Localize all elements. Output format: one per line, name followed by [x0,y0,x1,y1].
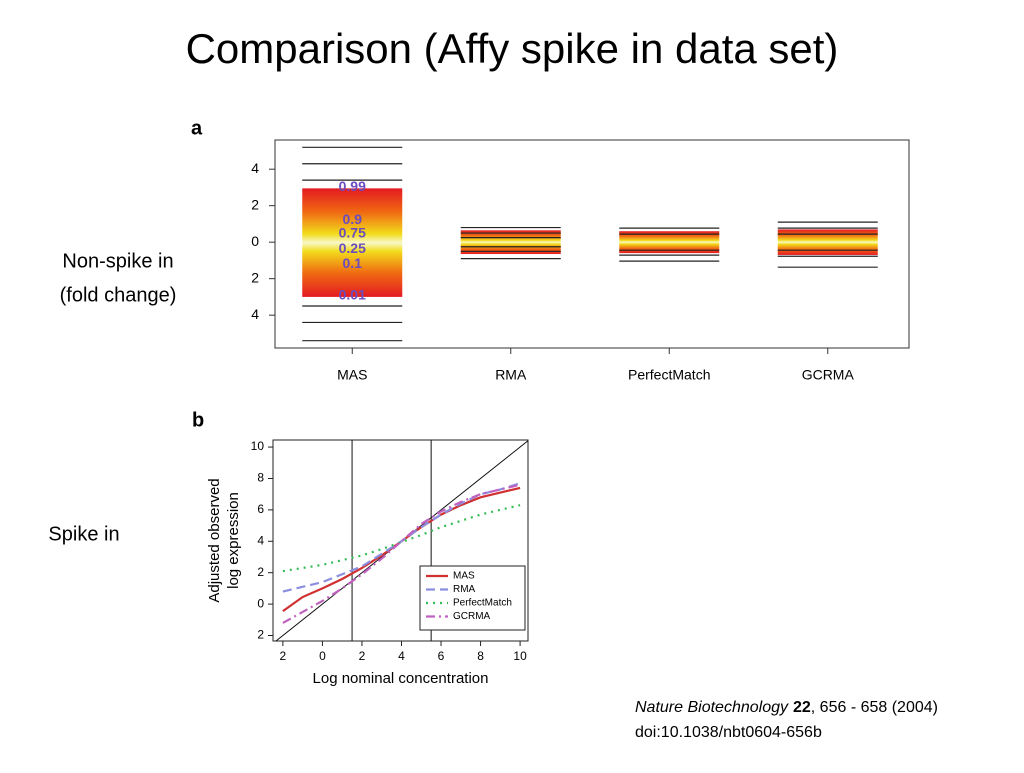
y-tick-label: 0 [251,233,259,249]
y-tick-label: 2 [251,196,259,212]
x-tick-label: 0 [319,649,326,663]
x-tick-label: 2 [280,649,287,663]
row-label: (fold change) [60,284,177,306]
journal: Nature Biotechnology [635,699,789,716]
panel-letter: b [192,409,204,431]
y-tick-label: 2 [251,269,259,285]
x-tick-label: 6 [438,649,445,663]
quantile-label: 0.01 [339,287,366,303]
citation: Nature Biotechnology 22, 656 - 658 (2004) [635,699,938,716]
x-tick-label: RMA [495,367,527,383]
quantile-band [777,229,878,255]
chart-a: 4 2 0 2 4 MAS 0.99 0.90.750.250.1 0.01 RMA Perfect… [251,139,910,383]
row-label: Non-spike in [62,250,173,272]
x-tick-label: PerfectMatch [628,367,710,383]
series-line [282,482,521,593]
plot-area [275,440,528,641]
plot-frame [274,139,910,349]
x-tick-label: 10 [513,649,527,663]
quantile-band [619,231,720,254]
x-tick-label: GCRMA [802,367,855,383]
legend-label: RMA [453,584,476,595]
pages: , 656 - 658 (2004) [811,699,938,716]
x-tick-label: 8 [477,649,484,663]
y-tick-label: 8 [257,471,264,485]
row-label: Spike in [48,523,119,545]
doi: doi:10.1038/nbt0604-656b [635,724,822,741]
volume: 22 [793,699,811,716]
quantile-label: 0.9 [343,211,363,227]
quantile-label: 0.25 [339,240,366,256]
y-axis-label: Adjusted observed [206,478,223,602]
quantile-band [302,188,403,297]
y-tick-label: 4 [251,306,259,322]
y-tick-label: 0 [257,596,264,610]
quantile-label: 0.1 [343,255,363,271]
y-tick-label: 4 [257,533,264,547]
x-tick-label: MAS [337,367,367,383]
legend-label: MAS [453,571,475,582]
x-axis-label: Log nominal concentration [313,670,489,687]
x-tick-label: 2 [359,649,366,663]
y-tick-label: 2 [257,565,264,579]
y-tick-label: 4 [251,160,259,176]
series-line [282,483,521,624]
y-tick-label: 6 [257,502,264,516]
y-tick-label: 2 [257,628,264,642]
series-line [282,504,521,573]
y-tick-label: 10 [251,439,265,453]
y-axis-label: log expression [225,492,242,589]
plot-frame [272,439,529,642]
quantile-band [460,230,561,255]
quantile-label: 0.99 [339,178,366,194]
quantile-label: 0.75 [339,225,366,241]
legend-label: PerfectMatch [453,598,512,609]
x-tick-label: 4 [398,649,405,663]
chart-b: 2 0 2 4 6 8 10 2 0 2 4 6 8 10 Log nominal concentratio… [206,439,529,687]
slide-title: Comparison (Affy spike in data set) [186,25,839,72]
legend-label: GCRMA [453,611,491,622]
panel-letter: a [191,117,203,139]
